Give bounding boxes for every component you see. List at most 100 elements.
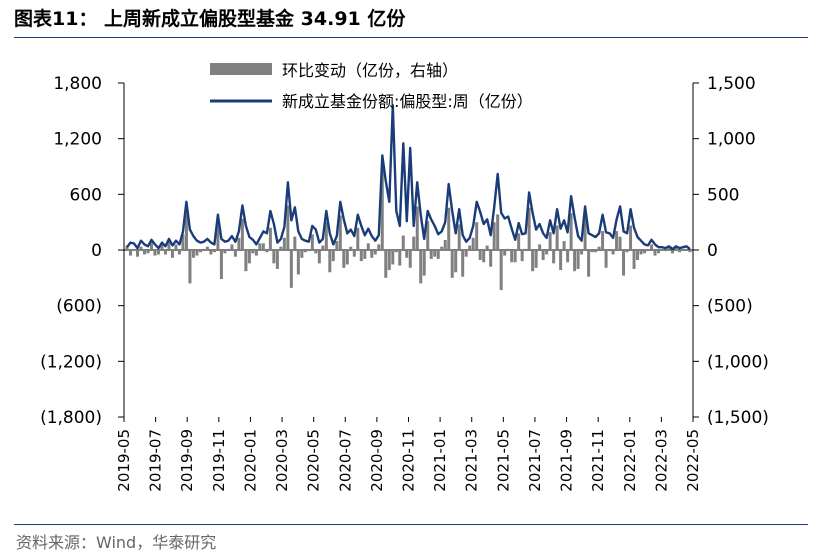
bar [219, 250, 223, 279]
bar [275, 250, 279, 269]
bar [335, 241, 339, 250]
bar [520, 250, 524, 262]
bar [230, 244, 234, 250]
bar [457, 224, 461, 250]
bar [657, 250, 661, 254]
bar [405, 250, 409, 258]
bar [594, 250, 598, 253]
legend-line-label: 新成立基金份额:偏股型:周（亿份） [282, 92, 533, 111]
right-tick-label: 1,500 [707, 74, 756, 94]
bar [146, 250, 150, 254]
bar [307, 250, 311, 252]
x-tick-label: 2022-03 [652, 429, 670, 492]
bar [296, 250, 300, 275]
bar [548, 232, 552, 250]
bar [513, 250, 517, 263]
bar [349, 246, 353, 250]
bar [384, 250, 388, 278]
bar [625, 250, 629, 253]
legend-bar-label: 环比变动（亿份，右轴） [282, 61, 458, 80]
bar [401, 235, 405, 250]
bar [566, 250, 570, 263]
bar [160, 243, 164, 250]
bar [688, 250, 692, 253]
x-tick-label: 2019-11 [210, 429, 228, 492]
bar [587, 250, 591, 277]
bar [576, 250, 580, 269]
bar [471, 237, 475, 250]
bar [622, 250, 626, 276]
bar [604, 250, 608, 268]
bar [443, 239, 447, 250]
bar [492, 222, 496, 250]
bar [258, 243, 262, 250]
left-tick-label: 0 [91, 241, 102, 261]
bar [468, 245, 472, 250]
bar [293, 236, 297, 250]
bar [482, 250, 486, 263]
bar [552, 250, 556, 264]
bar [678, 250, 682, 253]
bar [506, 248, 510, 250]
series-line [126, 104, 691, 251]
bar [391, 250, 395, 265]
right-tick-label: 1,000 [707, 130, 756, 150]
bar [531, 250, 535, 272]
bar [163, 250, 167, 255]
bar [541, 250, 545, 261]
bar [569, 213, 573, 250]
bar [524, 248, 528, 250]
bar [125, 245, 129, 250]
x-tick-label: 2019-07 [147, 429, 165, 492]
x-tick-label: 2021-03 [463, 429, 481, 492]
bar [601, 231, 605, 250]
bar [174, 244, 178, 250]
bar [300, 250, 304, 258]
bar [352, 250, 356, 257]
bar [132, 248, 136, 250]
bar [188, 250, 192, 284]
bar [478, 250, 482, 261]
bar [597, 246, 601, 250]
bar [135, 250, 139, 257]
x-tick-label: 2021-07 [526, 429, 544, 492]
bar [629, 225, 633, 250]
bar [615, 231, 619, 250]
bar [205, 246, 209, 250]
bar [272, 250, 276, 264]
bar [450, 250, 454, 278]
bar [233, 250, 237, 257]
bar [303, 250, 307, 253]
bar [674, 246, 678, 250]
bar [639, 250, 643, 255]
right-tick-label: (500) [707, 297, 753, 317]
bar [237, 237, 241, 250]
bar [191, 250, 195, 258]
bar [363, 250, 367, 259]
bar [184, 213, 188, 250]
bar [461, 250, 465, 277]
bar [212, 250, 216, 253]
bar [345, 250, 349, 265]
bar [310, 234, 314, 250]
bar [650, 244, 654, 250]
bar [562, 241, 566, 250]
left-tick-label: (1,800) [40, 408, 102, 428]
bar [580, 250, 584, 255]
bar [415, 206, 419, 250]
bar [268, 227, 272, 250]
x-tick-label: 2021-09 [558, 429, 576, 492]
bar [429, 250, 433, 259]
bar [370, 250, 374, 258]
bar [419, 250, 423, 284]
right-tick-label: 500 [707, 185, 739, 205]
bar [555, 225, 559, 250]
bar [342, 250, 346, 268]
bar [475, 222, 479, 250]
bar [244, 250, 248, 272]
bar [128, 250, 132, 256]
x-tick-label: 2019-09 [178, 429, 196, 492]
bar [496, 214, 500, 250]
bar [559, 250, 563, 271]
bar [377, 244, 381, 250]
